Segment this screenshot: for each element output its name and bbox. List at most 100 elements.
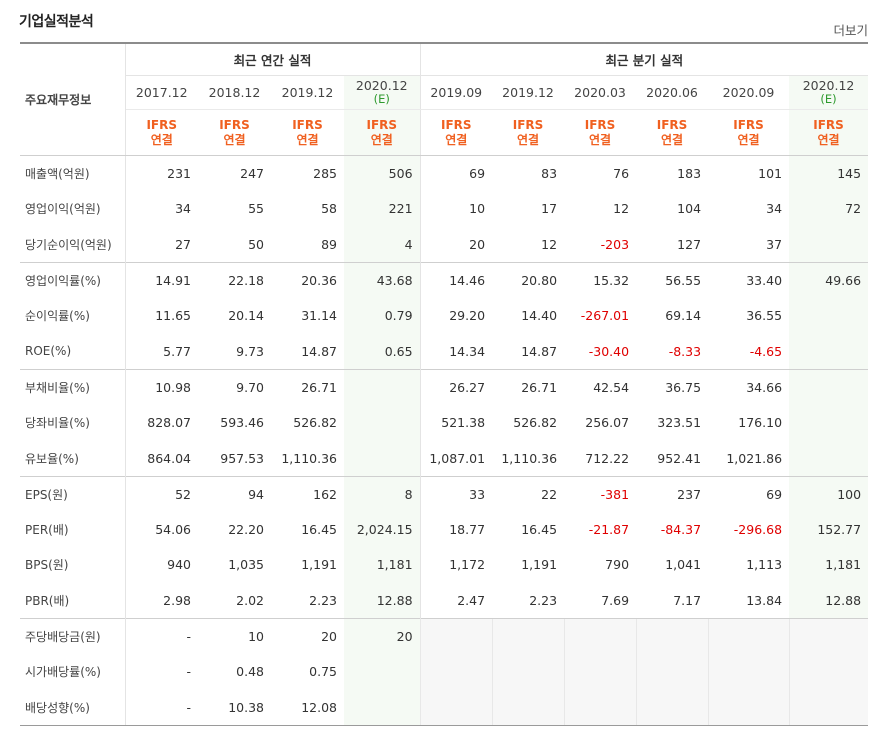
value-cell: 36.75 — [636, 368, 709, 406]
value-cell: 101 — [758, 166, 783, 182]
value-cell: 1,110.36 — [281, 450, 337, 466]
ifrs-label: IFRS — [366, 117, 398, 132]
period-header: 2019.12 — [492, 75, 565, 110]
value-cell: 37 — [766, 236, 783, 252]
consolidated-label: 연결 — [445, 132, 468, 147]
estimate-mark: (E) — [373, 92, 390, 106]
value-cell: 1,113 — [746, 557, 783, 573]
value-cell: 2.47 — [419, 582, 493, 619]
value-cell: 1,021.86 — [726, 450, 783, 466]
ifrs-badge: IFRS 연결 — [636, 109, 709, 156]
value-cell — [344, 405, 421, 441]
value-cell: 43.68 — [344, 261, 421, 299]
value-cell — [707, 689, 790, 726]
consolidated-label: 연결 — [516, 132, 540, 147]
value-cell — [635, 654, 709, 690]
value-cell — [789, 440, 869, 477]
value-cell: 323.51 — [657, 415, 702, 431]
period-header: 2017.12 — [124, 75, 198, 110]
value-cell: 20 — [344, 617, 421, 655]
row-label: 부채비율(%) — [20, 368, 126, 406]
period-label: 2020.03 — [574, 85, 626, 100]
value-cell: 18.77 — [419, 511, 493, 548]
value-cell: 49.66 — [789, 261, 869, 299]
value-cell: 50 — [248, 236, 264, 252]
table-row: BPS(원) 940 1,035 1,191 1,181 1,172 1,191 790 1,0… — [20, 547, 869, 583]
annual-header: 최근 연간 실적 — [124, 42, 421, 76]
period-label: 2020.06 — [646, 85, 698, 100]
consolidated-label: 연결 — [817, 132, 840, 147]
row-label: 당기순이익(억원) — [20, 226, 126, 263]
table-row: ROE(%) 5.77 9.73 14.87 0.65 14.34 14.87 -30.40 -… — [20, 333, 869, 370]
value-cell: 69.14 — [665, 308, 702, 324]
value-cell: 76 — [613, 166, 630, 182]
period-label: 2018.12 — [208, 85, 261, 100]
ifrs-badge: IFRS 연결 — [789, 109, 869, 156]
value-cell — [788, 689, 869, 726]
value-cell: - — [125, 617, 198, 655]
value-cell: 526.82 — [293, 415, 337, 431]
ifrs-label: IFRS — [656, 117, 688, 132]
value-cell: 14.91 — [125, 261, 198, 299]
consolidated-label: 연결 — [737, 132, 760, 147]
value-cell: 0.79 — [344, 298, 421, 334]
table-row: 부채비율(%) 10.98 9.70 26.71 26.27 26.71 42.54 36.7… — [20, 368, 869, 406]
period-label: 2017.12 — [135, 85, 188, 100]
value-cell: 54.06 — [155, 522, 191, 538]
ifrs-badge: IFRS 연결 — [124, 109, 198, 156]
value-cell: 247 — [240, 166, 264, 182]
value-cell: 231 — [167, 166, 191, 182]
value-cell: 952.41 — [657, 450, 702, 466]
value-cell: 12 — [541, 236, 558, 252]
value-cell: 506 — [344, 155, 421, 192]
row-label: PBR(배) — [20, 582, 126, 619]
table-row: 유보율(%) 864.04 957.53 1,110.36 1,087.01 1,110.… — [20, 440, 869, 477]
value-cell: 1,035 — [228, 557, 264, 573]
table-row: 당기순이익(억원) 27 50 89 4 20 12 -203 127 37 — [20, 226, 869, 263]
value-cell — [344, 440, 421, 477]
more-link[interactable]: 더보기 — [833, 23, 868, 38]
value-cell: 10.38 — [198, 689, 271, 726]
row-label: 영업이익(억원) — [20, 191, 126, 227]
value-cell: 526.82 — [513, 415, 558, 431]
value-cell: 22.20 — [228, 522, 264, 538]
value-cell: 15.32 — [564, 261, 637, 299]
value-cell: -203 — [600, 236, 630, 252]
value-cell: 285 — [313, 166, 337, 182]
row-label: 주당배당금(원) — [20, 617, 126, 655]
value-cell: 34 — [175, 201, 191, 217]
value-cell: 14.40 — [521, 308, 558, 324]
consolidated-label: 연결 — [588, 132, 612, 147]
financial-table: 주요재무정보 최근 연간 실적 최근 분기 실적 2017.12 2018.12 2… — [20, 42, 869, 726]
value-cell — [491, 689, 565, 726]
value-cell: 94 — [198, 475, 271, 512]
ifrs-badge: IFRS 연결 — [271, 109, 344, 156]
value-cell: 20 — [271, 617, 344, 655]
value-cell: 1,181 — [344, 547, 421, 583]
value-cell: 712.22 — [585, 450, 630, 466]
value-cell: 14.34 — [419, 333, 493, 370]
period-label: 2019.09 — [430, 85, 483, 100]
value-cell: 55 — [248, 201, 264, 217]
value-cell: -84.37 — [660, 522, 702, 538]
row-label: 시가배당률(%) — [20, 654, 126, 690]
value-cell: 69 — [419, 155, 493, 192]
value-cell — [419, 689, 493, 726]
table-row: 매출액(억원) 231 247 285 506 69 83 76 183 101 145 — [20, 155, 869, 192]
value-cell: 12.88 — [789, 582, 869, 619]
value-cell: 83 — [541, 166, 558, 182]
value-cell: 9.73 — [236, 343, 264, 359]
ifrs-badge: IFRS 연결 — [198, 109, 271, 156]
value-cell: 22 — [492, 475, 565, 512]
value-cell: 521.38 — [419, 405, 493, 441]
table-row: PBR(배) 2.98 2.02 2.23 12.88 2.47 2.23 7.69 7.17 1… — [20, 582, 869, 619]
table-row: 순이익률(%) 11.65 20.14 31.14 0.79 29.20 14.40 -267… — [20, 298, 869, 334]
value-cell: 0.48 — [236, 664, 264, 680]
value-cell: 176.10 — [738, 415, 783, 431]
value-cell: 1,181 — [789, 547, 869, 583]
table-row: 시가배당률(%) - 0.48 0.75 — [20, 654, 869, 690]
value-cell — [707, 654, 790, 690]
period-label: 2020.12 — [355, 78, 408, 93]
value-cell: 2,024.15 — [344, 511, 421, 548]
